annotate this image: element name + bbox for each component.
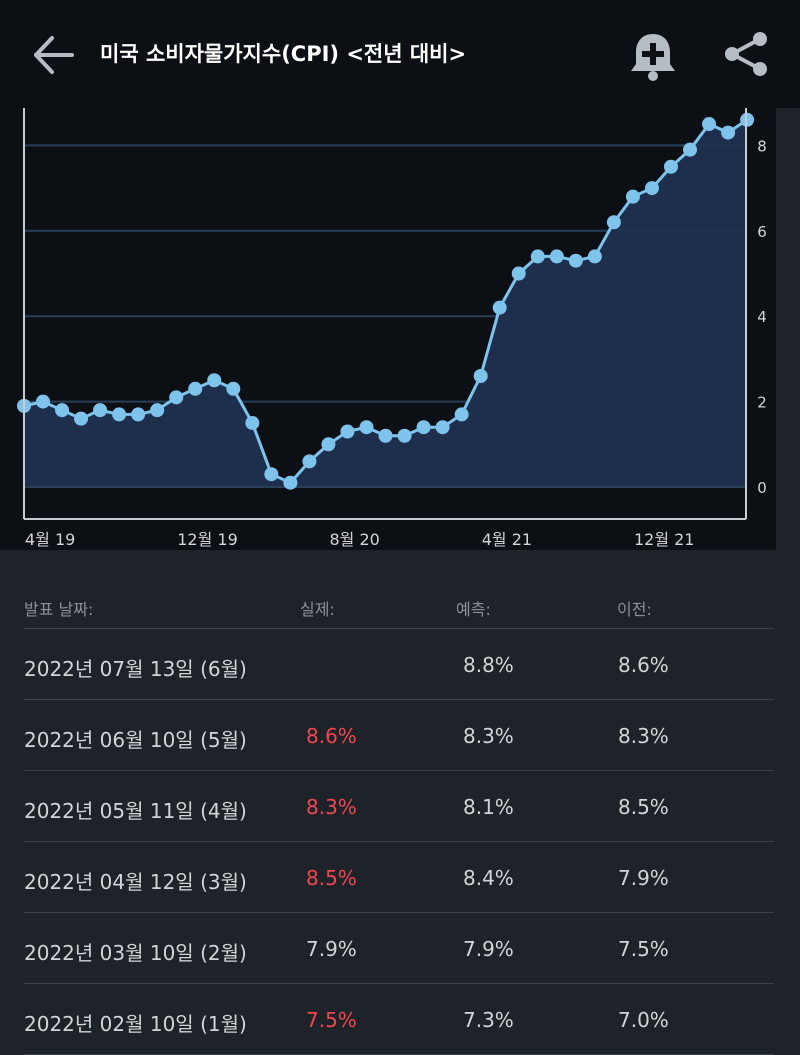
release-date: 2022년 07월 13일 (6월)	[24, 657, 247, 681]
data-point	[606, 215, 621, 230]
table-row[interactable]: 2022년 02월 10일 (1월) 7.5% 7.3% 7.0%	[24, 984, 774, 1055]
previous-value: 8.5%	[618, 795, 669, 819]
cpi-chart[interactable]: 0 2 4 6 8 4월 19 12월 19 8월 20 4월 21 12월 21	[0, 108, 776, 550]
forecast-value: 8.3%	[463, 724, 514, 748]
x-tick-label: 8월 20	[329, 530, 379, 549]
forecast-value: 8.8%	[463, 653, 514, 677]
table-row[interactable]: 2022년 04월 12일 (3월) 8.5% 8.4% 7.9%	[24, 842, 774, 913]
actual-value: 8.6%	[306, 724, 357, 748]
y-tick-label: 6	[757, 223, 767, 241]
y-tick-label: 8	[757, 137, 767, 155]
data-point	[150, 403, 165, 418]
data-point	[511, 266, 526, 281]
data-point	[169, 390, 184, 405]
release-date: 2022년 02월 10일 (1월)	[24, 1012, 247, 1036]
data-point	[245, 415, 260, 430]
data-point	[740, 112, 755, 127]
previous-value: 7.5%	[618, 937, 669, 961]
data-point	[492, 300, 507, 315]
x-tick-label: 12월 21	[634, 530, 695, 549]
data-point	[435, 420, 450, 435]
data-point	[283, 475, 298, 490]
data-point	[530, 249, 545, 264]
header-forecast: 예측:	[456, 600, 491, 619]
table-row[interactable]: 2022년 05월 11일 (4월) 8.3% 8.1% 8.5%	[24, 771, 774, 842]
data-point	[93, 403, 108, 418]
data-point	[36, 394, 50, 409]
release-table: 발표 날짜: 실제: 예측: 이전: 2022년 07월 13일 (6월) 8.…	[24, 580, 774, 1055]
data-point	[226, 381, 241, 396]
data-point	[644, 181, 659, 196]
data-point	[340, 424, 355, 439]
data-point	[112, 407, 127, 422]
area-fill	[24, 119, 748, 487]
header-previous: 이전:	[617, 600, 652, 619]
release-date: 2022년 03월 10일 (2월)	[24, 941, 247, 965]
previous-value: 8.3%	[618, 724, 669, 748]
cpi-area-chart: 0 2 4 6 8 4월 19 12월 19 8월 20 4월 21 12월 21	[17, 108, 767, 549]
table-header: 발표 날짜: 실제: 예측: 이전:	[24, 580, 774, 629]
data-point	[587, 249, 602, 264]
forecast-value: 7.9%	[463, 937, 514, 961]
data-point	[473, 368, 488, 383]
forecast-value: 8.1%	[463, 795, 514, 819]
data-point	[683, 142, 698, 157]
add-alert-button[interactable]	[628, 30, 678, 84]
forecast-value: 7.3%	[463, 1008, 514, 1032]
data-point	[359, 420, 374, 435]
previous-value: 7.0%	[618, 1008, 669, 1032]
bell-plus-icon	[631, 34, 675, 81]
release-date: 2022년 05월 11일 (4월)	[24, 799, 247, 823]
data-point	[702, 117, 717, 132]
release-date: 2022년 06월 10일 (5월)	[24, 728, 247, 752]
data-point	[663, 159, 678, 174]
x-tick-label: 4월 21	[482, 530, 532, 549]
y-tick-label: 0	[757, 479, 767, 497]
forecast-value: 8.4%	[463, 866, 514, 890]
actual-value: 8.3%	[306, 795, 357, 819]
data-point	[321, 437, 336, 452]
data-point	[378, 428, 393, 443]
arrow-left-icon	[34, 36, 74, 74]
y-tick-label: 4	[757, 308, 767, 326]
data-point	[302, 454, 317, 469]
x-tick-label: 4월 19	[25, 530, 75, 549]
top-app-bar: 미국 소비자물가지수(CPI) <전년 대비>	[0, 0, 800, 108]
actual-value: 8.5%	[306, 866, 357, 890]
data-point	[721, 125, 736, 140]
previous-value: 7.9%	[618, 866, 669, 890]
data-point	[131, 407, 146, 422]
share-icon	[725, 32, 767, 76]
header-date: 발표 날짜:	[24, 600, 94, 619]
page-title: 미국 소비자물가지수(CPI) <전년 대비>	[100, 42, 467, 66]
release-date: 2022년 04월 12일 (3월)	[24, 870, 247, 894]
header-actual: 실제:	[300, 600, 335, 619]
data-point	[568, 253, 583, 268]
data-point	[55, 403, 70, 418]
data-point	[264, 467, 279, 482]
share-button[interactable]	[720, 28, 772, 82]
data-point	[416, 420, 431, 435]
data-point	[207, 373, 222, 388]
actual-value: 7.9%	[306, 937, 357, 961]
data-point	[549, 249, 564, 264]
data-point	[74, 411, 89, 426]
table-row[interactable]: 2022년 03월 10일 (2월) 7.9% 7.9% 7.5%	[24, 913, 774, 984]
table-row[interactable]: 2022년 06월 10일 (5월) 8.6% 8.3% 8.3%	[24, 700, 774, 771]
actual-value: 7.5%	[306, 1008, 357, 1032]
data-point	[625, 189, 640, 204]
table-row[interactable]: 2022년 07월 13일 (6월) 8.8% 8.6%	[24, 629, 774, 700]
data-point	[397, 428, 412, 443]
data-point	[188, 381, 203, 396]
back-button[interactable]	[30, 32, 80, 78]
y-tick-label: 2	[757, 394, 767, 412]
data-point	[454, 407, 469, 422]
x-tick-label: 12월 19	[177, 530, 238, 549]
previous-value: 8.6%	[618, 653, 669, 677]
